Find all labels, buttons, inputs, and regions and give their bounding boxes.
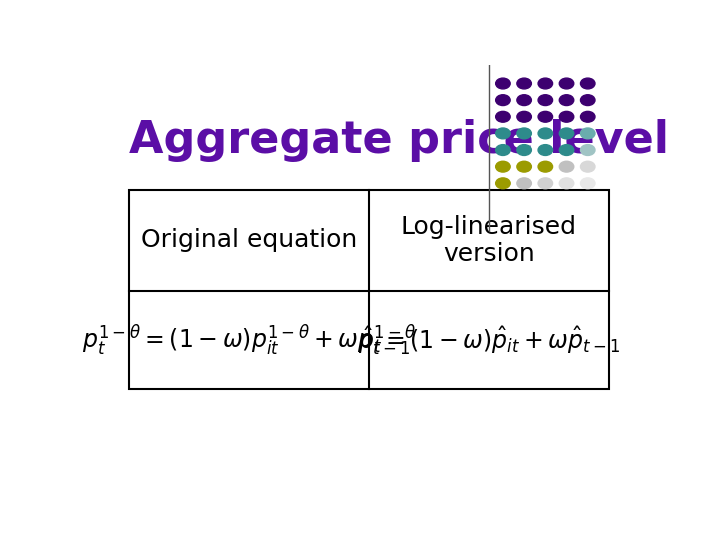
Circle shape [495, 94, 510, 105]
Circle shape [538, 128, 552, 139]
Circle shape [495, 111, 510, 122]
Circle shape [517, 128, 531, 139]
Circle shape [495, 78, 510, 89]
Circle shape [559, 94, 574, 105]
Circle shape [517, 111, 531, 122]
Circle shape [580, 111, 595, 122]
Circle shape [580, 145, 595, 156]
Circle shape [495, 145, 510, 156]
Circle shape [517, 78, 531, 89]
Circle shape [538, 94, 552, 105]
Circle shape [517, 94, 531, 105]
Circle shape [580, 161, 595, 172]
Circle shape [538, 78, 552, 89]
Circle shape [580, 78, 595, 89]
Circle shape [538, 161, 552, 172]
Circle shape [580, 94, 595, 105]
Circle shape [517, 178, 531, 188]
Circle shape [538, 111, 552, 122]
Text: Aggregate price level: Aggregate price level [129, 119, 669, 162]
Circle shape [559, 161, 574, 172]
FancyBboxPatch shape [129, 190, 609, 389]
Circle shape [580, 178, 595, 188]
Text: Log-linearised
version: Log-linearised version [401, 214, 577, 266]
Circle shape [559, 128, 574, 139]
Text: $\hat{p}_t = (1-\omega)\hat{p}_{it} + \omega\hat{p}_{t-1}$: $\hat{p}_t = (1-\omega)\hat{p}_{it} + \o… [358, 325, 620, 356]
Circle shape [517, 161, 531, 172]
Circle shape [495, 178, 510, 188]
Circle shape [559, 78, 574, 89]
Circle shape [495, 161, 510, 172]
Circle shape [559, 111, 574, 122]
Text: Original equation: Original equation [141, 228, 357, 253]
Circle shape [495, 128, 510, 139]
Circle shape [559, 178, 574, 188]
Circle shape [517, 145, 531, 156]
Circle shape [538, 145, 552, 156]
Text: $p_t^{1-\theta} = (1-\omega)p_{it}^{1-\theta} + \omega p_{t-1}^{1-\theta}$: $p_t^{1-\theta} = (1-\omega)p_{it}^{1-\t… [82, 322, 416, 358]
Circle shape [538, 178, 552, 188]
Circle shape [580, 128, 595, 139]
Circle shape [559, 145, 574, 156]
